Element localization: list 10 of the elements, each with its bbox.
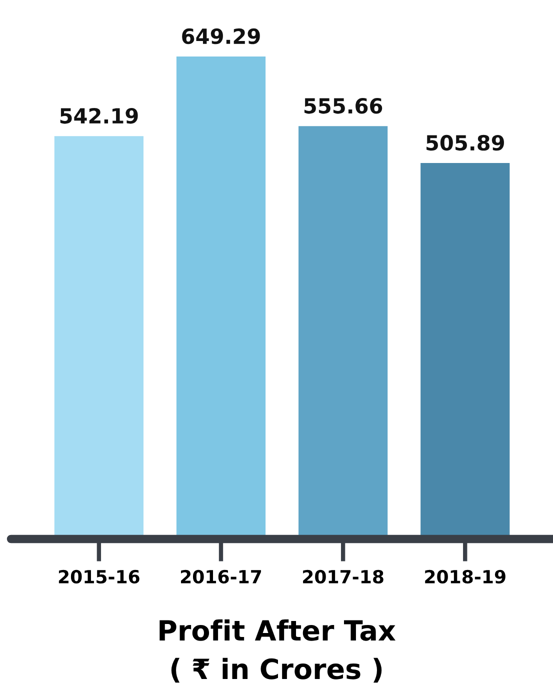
- x-tick-label: 2015-16: [58, 570, 140, 584]
- x-tick-label: 2018-19: [425, 570, 506, 584]
- text: ( ₹ in Crores ): [171, 658, 382, 683]
- x-tick-label: 2017-18: [303, 570, 384, 584]
- data-label: 555.66: [304, 98, 382, 114]
- x-tick-label: 2016-17: [180, 570, 261, 584]
- data-label: 542.19: [60, 108, 138, 124]
- data-label: 649.29: [182, 28, 260, 44]
- data-label: 505.89: [426, 134, 504, 151]
- text: Profit After Tax: [160, 619, 396, 641]
